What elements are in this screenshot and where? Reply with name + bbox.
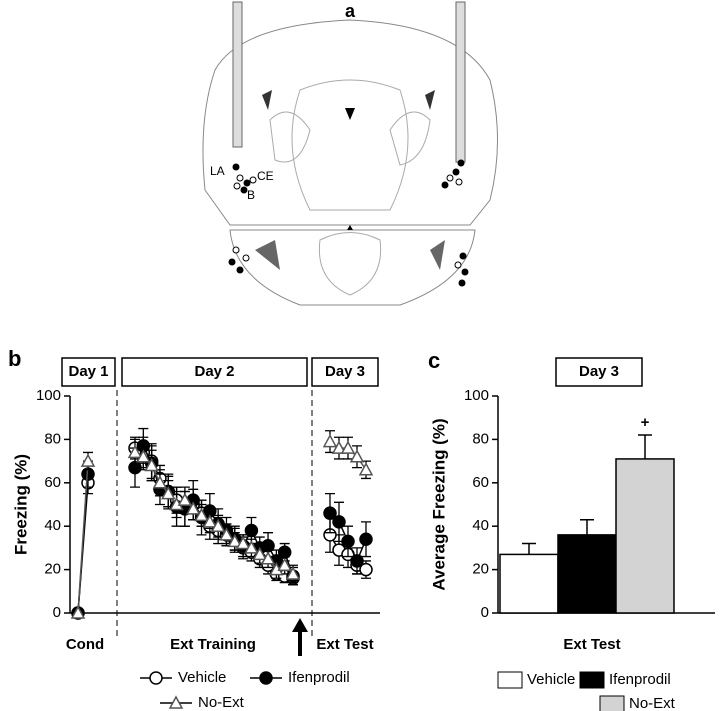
arrow-head bbox=[292, 618, 308, 632]
y-tick-label: 80 bbox=[472, 430, 489, 447]
y-tick-label: 40 bbox=[472, 517, 489, 534]
y-tick-label: 100 bbox=[464, 387, 489, 404]
marker bbox=[285, 566, 301, 580]
region-label: CE bbox=[257, 169, 274, 183]
marker bbox=[252, 546, 268, 561]
panel-label: a bbox=[345, 1, 356, 21]
error-bar bbox=[522, 542, 536, 555]
header-box bbox=[311, 357, 379, 387]
legend-swatch bbox=[599, 695, 625, 711]
marker bbox=[127, 444, 143, 459]
marker bbox=[349, 449, 365, 463]
marker bbox=[70, 605, 86, 619]
legend-label: Vehicle bbox=[178, 669, 226, 686]
phase-label: Cond bbox=[66, 636, 104, 653]
y-tick-label: 40 bbox=[44, 517, 61, 534]
marker bbox=[160, 486, 176, 500]
y-axis-title: Average Freezing (%) bbox=[429, 418, 448, 590]
y-tick-label: 100 bbox=[36, 387, 61, 404]
panel-label: c bbox=[428, 348, 440, 373]
y-tick-label: 80 bbox=[44, 430, 61, 447]
bar bbox=[615, 458, 675, 614]
marker bbox=[194, 507, 209, 522]
marker bbox=[152, 475, 168, 489]
marker bbox=[358, 462, 374, 476]
legend-marker bbox=[168, 695, 184, 709]
y-tick-label: 60 bbox=[472, 474, 489, 491]
header: Day 3 bbox=[325, 363, 365, 380]
marker bbox=[332, 515, 346, 529]
marker bbox=[219, 527, 234, 541]
marker bbox=[322, 434, 338, 448]
marker bbox=[185, 501, 201, 515]
x-axis-title: Ext Test bbox=[563, 636, 620, 653]
y-tick-label: 0 bbox=[481, 604, 489, 621]
y-tick-label: 20 bbox=[44, 561, 61, 578]
bar bbox=[557, 534, 617, 614]
marker bbox=[323, 506, 337, 520]
region-label: B bbox=[247, 188, 255, 202]
marker bbox=[177, 492, 193, 506]
region-label: LA bbox=[210, 164, 225, 178]
phase-label: Ext Training bbox=[170, 636, 256, 653]
marker bbox=[350, 554, 364, 568]
error-bar bbox=[580, 518, 594, 535]
error-bar bbox=[638, 434, 652, 459]
header-box bbox=[121, 357, 308, 387]
marker bbox=[277, 557, 292, 572]
y-axis-title: Freezing (%) bbox=[11, 454, 30, 555]
marker bbox=[210, 518, 226, 532]
legend-marker bbox=[259, 671, 273, 685]
marker bbox=[244, 523, 259, 538]
phase-label: Ext Test bbox=[316, 636, 373, 653]
legend-swatch bbox=[579, 671, 605, 689]
placement-dots bbox=[228, 159, 469, 287]
legend-label: No-Ext bbox=[198, 694, 245, 711]
legend-marker bbox=[149, 671, 163, 685]
marker bbox=[235, 535, 251, 550]
marker bbox=[260, 551, 276, 565]
annotation: + bbox=[641, 414, 650, 431]
marker bbox=[202, 514, 218, 528]
marker bbox=[359, 562, 373, 577]
marker bbox=[244, 540, 259, 554]
y-tick-label: 60 bbox=[44, 474, 61, 491]
marker bbox=[340, 440, 356, 454]
marker bbox=[341, 534, 355, 549]
marker bbox=[359, 532, 373, 546]
brain-atlas bbox=[202, 19, 498, 306]
cannula bbox=[232, 1, 466, 163]
header-box bbox=[61, 357, 116, 387]
marker bbox=[80, 453, 96, 467]
legend-swatch bbox=[497, 671, 523, 689]
header: Day 3 bbox=[579, 363, 619, 380]
header-box bbox=[555, 357, 643, 387]
legend-label: Ifenprodil bbox=[288, 669, 350, 686]
legend-label: No-Ext bbox=[629, 695, 676, 711]
bar bbox=[499, 553, 559, 614]
marker bbox=[144, 457, 159, 472]
header: Day 1 bbox=[68, 363, 108, 380]
y-tick-label: 0 bbox=[53, 604, 61, 621]
y-tick-label: 20 bbox=[472, 561, 489, 578]
series-line bbox=[77, 461, 89, 614]
panel-label: b bbox=[8, 346, 21, 371]
marker bbox=[331, 440, 347, 454]
header: Day 2 bbox=[194, 363, 234, 380]
marker bbox=[227, 533, 243, 548]
marker bbox=[136, 449, 151, 463]
legend-label: Vehicle bbox=[527, 671, 575, 688]
legend-label: Ifenprodil bbox=[609, 671, 671, 688]
